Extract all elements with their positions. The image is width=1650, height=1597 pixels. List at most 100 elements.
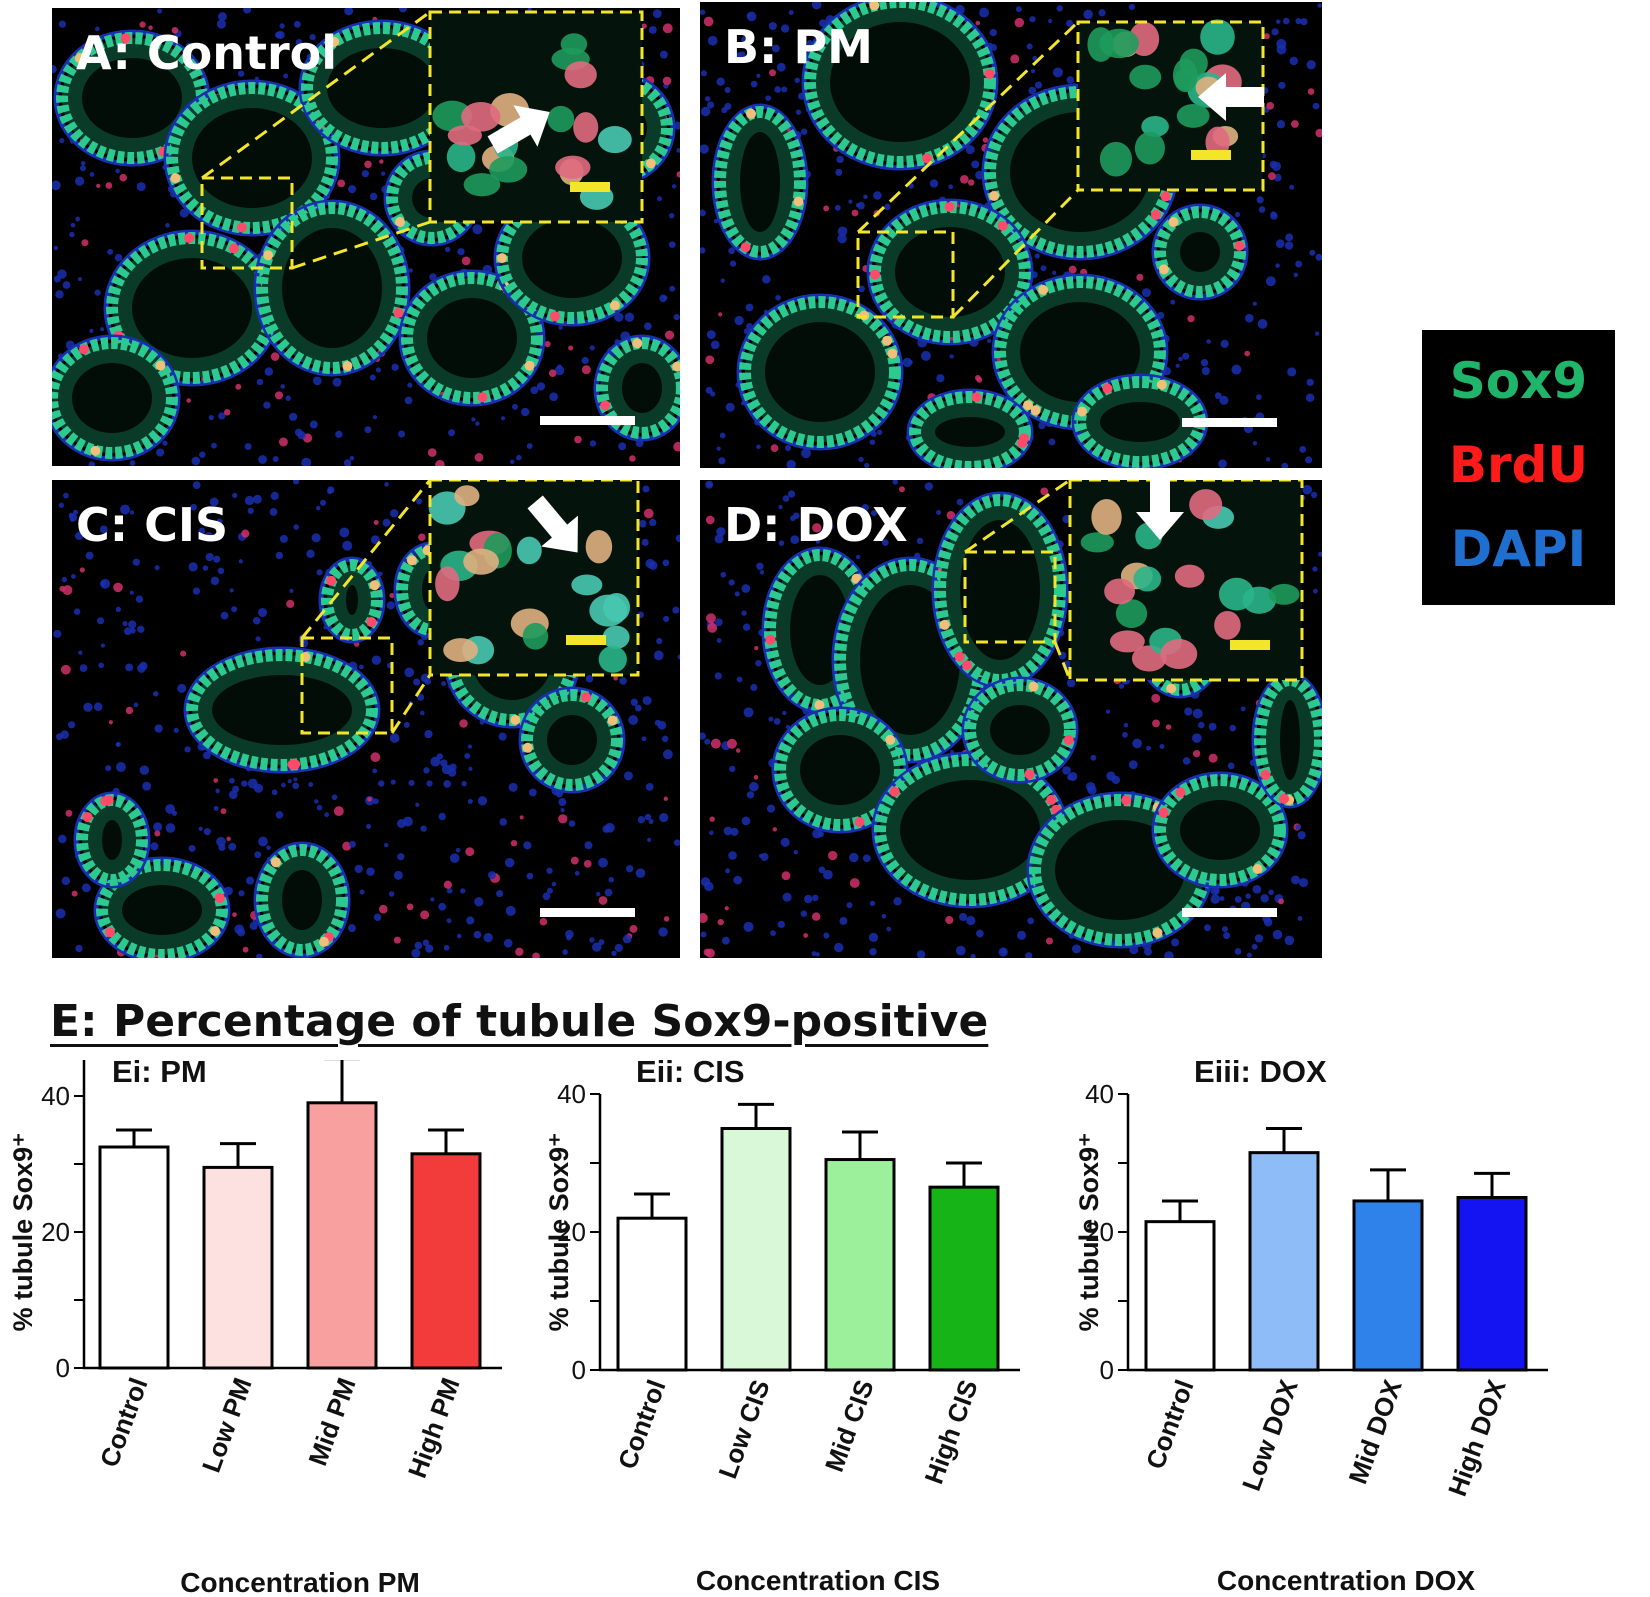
stroma-nucleus (498, 732, 507, 741)
stroma-nucleus (710, 340, 720, 350)
stroma-nucleus (705, 515, 715, 525)
stroma-nucleus (190, 503, 197, 511)
stroma-nucleus (223, 409, 231, 416)
inset-nucleus (571, 574, 603, 596)
stroma-nucleus (776, 62, 786, 72)
stroma-nucleus (1187, 315, 1195, 323)
inset-nucleus (1099, 28, 1140, 59)
stroma-nucleus (717, 918, 724, 926)
stroma-nucleus (324, 812, 330, 818)
stroma-nucleus (756, 444, 761, 450)
stroma-nucleus (745, 303, 754, 312)
stroma-nucleus (726, 738, 737, 749)
stroma-nucleus (52, 64, 57, 74)
stroma-nucleus (1178, 356, 1183, 362)
x-tick-label: Mid CIS (819, 1376, 880, 1476)
stroma-nucleus (637, 816, 645, 824)
stroma-nucleus (1276, 44, 1287, 55)
stroma-nucleus (55, 908, 66, 919)
stroma-nucleus (893, 897, 902, 906)
stroma-nucleus (782, 710, 787, 716)
stroma-nucleus (407, 382, 413, 388)
stroma-nucleus (154, 724, 163, 733)
stroma-nucleus (228, 842, 237, 851)
stroma-nucleus (1016, 930, 1027, 940)
stroma-nucleus (58, 834, 67, 844)
stroma-nucleus (793, 849, 799, 855)
stroma-nucleus (430, 897, 435, 902)
stroma-nucleus (74, 531, 84, 541)
stroma-nucleus (53, 629, 62, 638)
stroma-nucleus (741, 610, 747, 616)
stroma-nucleus (648, 25, 657, 34)
x-tick-label: Low CIS (712, 1376, 775, 1483)
stroma-nucleus (403, 816, 413, 827)
brdu-nucleus (989, 190, 1000, 201)
stroma-nucleus (676, 148, 680, 153)
inset-nucleus (463, 173, 501, 197)
stroma-nucleus (955, 945, 966, 956)
chart-title: Ei: PM (112, 1060, 207, 1089)
stroma-nucleus (718, 457, 726, 465)
stroma-nucleus (370, 752, 381, 763)
stroma-nucleus (707, 622, 718, 633)
stroma-nucleus (148, 25, 153, 30)
y-tick-label: 40 (557, 1079, 586, 1109)
stroma-nucleus (369, 374, 376, 381)
stroma-nucleus (663, 916, 670, 922)
x-tick-label: Control (1140, 1376, 1200, 1473)
stroma-nucleus (638, 519, 647, 528)
stroma-nucleus (122, 620, 128, 627)
stroma-nucleus (823, 205, 830, 212)
stroma-nucleus (408, 779, 415, 786)
stroma-nucleus (800, 128, 808, 135)
stroma-nucleus (58, 502, 64, 508)
x-tick-label: Low DOX (1236, 1375, 1304, 1494)
stroma-nucleus (252, 617, 261, 625)
stroma-nucleus (1029, 16, 1036, 23)
stroma-nucleus (89, 172, 95, 177)
channel-legend: Sox9 BrdU DAPI (1422, 330, 1615, 605)
stroma-nucleus (1315, 128, 1322, 138)
stroma-nucleus (393, 870, 403, 880)
stroma-nucleus (198, 527, 206, 535)
brdu-nucleus (366, 617, 377, 628)
stroma-nucleus (788, 10, 794, 15)
inset-view (428, 10, 644, 224)
zoom-guide-line (1053, 641, 1072, 681)
stroma-nucleus (359, 889, 365, 895)
stroma-nucleus (216, 19, 226, 29)
tubule-lumen (1100, 402, 1180, 442)
brdu-nucleus (765, 634, 776, 645)
stroma-nucleus (558, 814, 568, 824)
stroma-nucleus (1291, 875, 1300, 885)
stroma-nucleus (862, 854, 871, 863)
stroma-nucleus (333, 806, 344, 817)
brdu-nucleus (1150, 209, 1161, 220)
stroma-nucleus (1066, 76, 1075, 84)
stroma-nucleus (139, 21, 146, 28)
stroma-nucleus (811, 2, 822, 10)
stroma-nucleus (508, 782, 518, 792)
stroma-nucleus (515, 947, 524, 956)
stroma-nucleus (741, 584, 751, 593)
stroma-nucleus (65, 809, 73, 817)
stroma-nucleus (1305, 393, 1315, 402)
stroma-nucleus (398, 430, 406, 438)
stroma-nucleus (836, 155, 844, 164)
stroma-nucleus (319, 499, 327, 506)
stroma-nucleus (1234, 211, 1241, 218)
brdu-nucleus (1234, 240, 1245, 251)
stroma-nucleus (1268, 172, 1276, 181)
stroma-nucleus (247, 507, 254, 514)
stroma-nucleus (589, 937, 595, 943)
stroma-nucleus (1318, 551, 1322, 557)
arrow-icon (527, 495, 578, 553)
stroma-nucleus (292, 480, 300, 485)
scale-bar (540, 908, 635, 917)
stroma-nucleus (1293, 272, 1299, 278)
stroma-nucleus (456, 933, 462, 939)
brdu-nucleus (1160, 191, 1171, 202)
stroma-nucleus (335, 430, 343, 438)
stroma-nucleus (275, 551, 284, 560)
